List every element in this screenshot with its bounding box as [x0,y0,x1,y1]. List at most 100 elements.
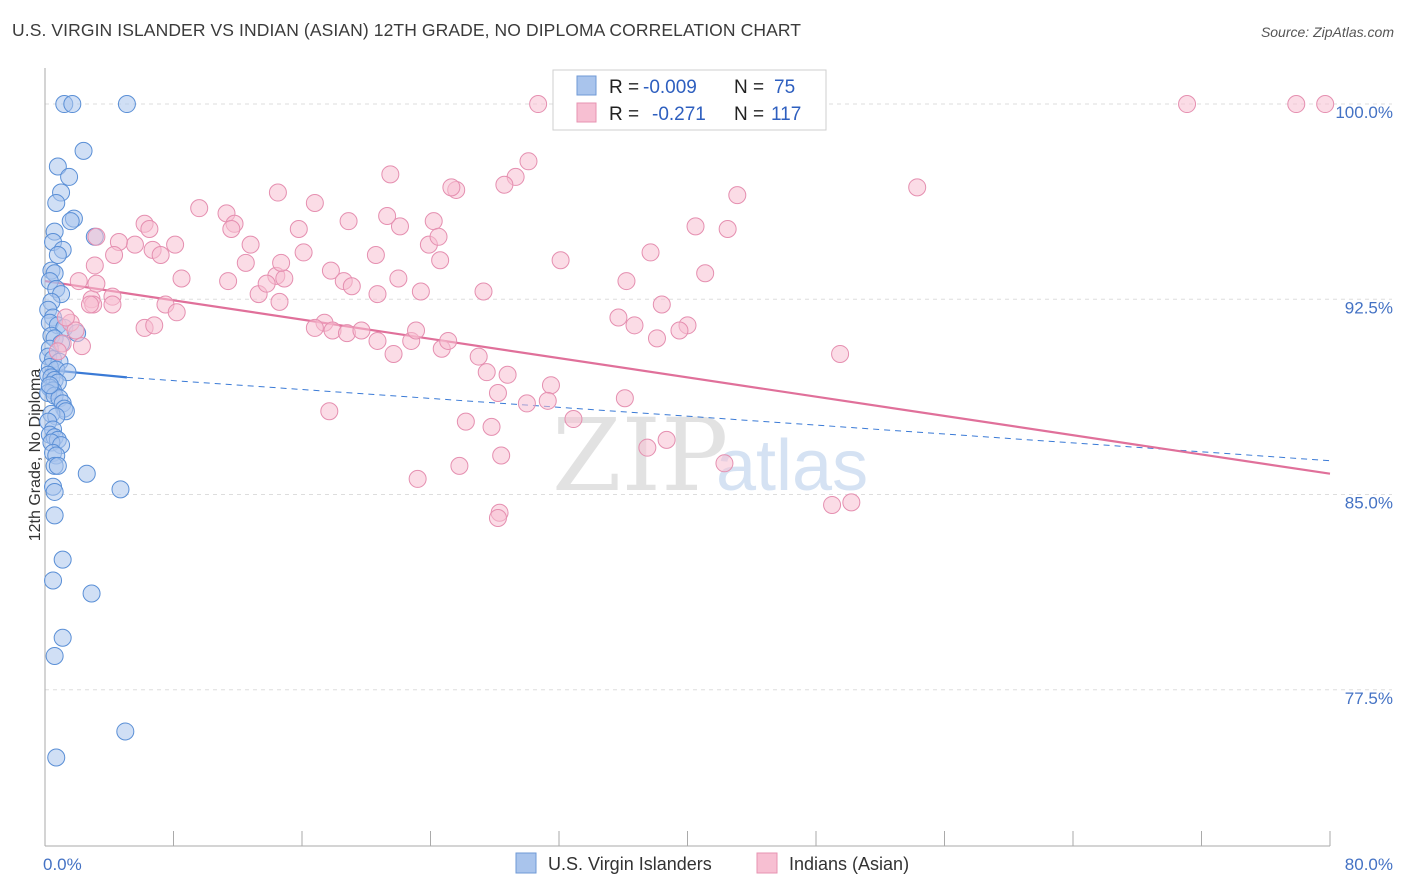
point-indians-asian [172,269,191,288]
point-indians-asian [384,344,403,363]
chart-title: U.S. VIRGIN ISLANDER VS INDIAN (ASIAN) 1… [12,20,802,40]
grid-lines [45,103,1392,691]
point-indians-asian [270,292,289,311]
point-indians-asian [1178,95,1197,114]
point-indians-asian [625,316,644,335]
bottom-legend-label-virgin-islanders: U.S. Virgin Islanders [548,854,712,874]
point-indians-asian [474,282,493,301]
point-indians-asian [609,308,628,327]
source-credit: Source: ZipAtlas.com [1260,24,1394,40]
point-indians-asian [236,253,255,272]
point-virgin-islanders [82,584,101,603]
point-indians-asian [190,199,209,218]
point-indians-asian [831,344,850,363]
series-indians-asian-points [48,95,1335,527]
point-indians-asian [222,219,241,238]
point-indians-asian [670,321,689,340]
point-indians-asian [219,272,238,291]
point-indians-asian [657,430,676,449]
point-virgin-islanders [61,212,80,231]
legend-r-label-1: R = [609,104,639,125]
point-indians-asian [103,295,122,314]
point-indians-asian [1316,95,1335,114]
legend-r-value-0: -0.009 [643,77,697,98]
point-indians-asian [339,212,358,231]
point-indians-asian [381,165,400,184]
point-indians-asian [456,412,475,431]
point-virgin-islanders [117,95,136,114]
point-indians-asian [390,217,409,236]
point-indians-asian [617,272,636,291]
point-indians-asian [272,253,291,272]
point-indians-asian [342,277,361,296]
point-indians-asian [429,227,448,246]
point-virgin-islanders [48,456,67,475]
point-indians-asian [145,316,164,335]
point-indians-asian [125,235,144,254]
point-indians-asian [564,410,583,429]
bottom-legend-swatch-virgin-islanders [515,852,537,874]
point-indians-asian [378,206,397,225]
point-indians-asian [320,402,339,421]
point-virgin-islanders [45,482,64,501]
x-tick-labels: 0.0% 80.0% [43,855,1393,874]
legend-swatch-indians-asian [576,102,597,123]
point-virgin-islanders [45,646,64,665]
point-indians-asian [439,331,458,350]
point-indians-asian [368,285,387,304]
point-virgin-islanders [48,246,67,265]
point-indians-asian [424,212,443,231]
point-indians-asian [87,274,106,293]
point-indians-asian [519,152,538,171]
y-tick-label: 77.5% [1345,689,1393,708]
legend-box [552,69,827,131]
point-indians-asian [87,227,106,246]
point-virgin-islanders [44,571,63,590]
point-indians-asian [321,261,340,280]
legend: R = -0.009 N = 75 R = -0.271 N = 117 [552,69,827,131]
axes [44,68,1331,847]
point-virgin-islanders [48,157,67,176]
point-indians-asian [389,269,408,288]
y-tick-label: 100.0% [1335,103,1393,122]
point-indians-asian [615,389,634,408]
point-indians-asian [696,264,715,283]
point-indians-asian [151,246,170,265]
point-indians-asian [823,495,842,514]
point-indians-asian [268,183,287,202]
point-indians-asian [529,95,548,114]
point-indians-asian [715,454,734,473]
point-indians-asian [551,251,570,270]
x-tick-label-max: 80.0% [1345,855,1393,874]
legend-n-value-1: 117 [771,104,801,125]
x-tick-label-min: 0.0% [43,855,82,874]
point-virgin-islanders [63,95,82,114]
point-indians-asian [538,391,557,410]
point-indians-asian [488,508,507,527]
legend-n-value-0: 75 [774,77,795,98]
legend-n-label-0: N = [734,77,764,98]
point-indians-asian [69,272,88,291]
point-indians-asian [66,321,85,340]
point-indians-asian [289,219,308,238]
point-indians-asian [728,186,747,205]
point-indians-asian [305,318,324,337]
point-indians-asian [80,295,99,314]
point-indians-asian [366,246,385,265]
bottom-legend-label-indians-asian: Indians (Asian) [789,854,909,874]
point-indians-asian [1287,95,1306,114]
point-indians-asian [492,446,511,465]
legend-r-value-1: -0.271 [652,104,706,125]
y-tick-labels: 77.5% 85.0% 92.5% 100.0% [1335,103,1393,708]
point-virgin-islanders [74,141,93,160]
point-indians-asian [498,365,517,384]
point-indians-asian [641,243,660,262]
point-indians-asian [431,251,450,270]
point-indians-asian [408,469,427,488]
y-tick-label: 92.5% [1345,298,1393,317]
legend-swatch-virgin-islanders [576,75,597,96]
trend-line-virgin-islanders [126,376,1331,462]
watermark: ZIP atlas [552,397,868,514]
point-indians-asian [638,438,657,457]
point-virgin-islanders [40,376,59,395]
